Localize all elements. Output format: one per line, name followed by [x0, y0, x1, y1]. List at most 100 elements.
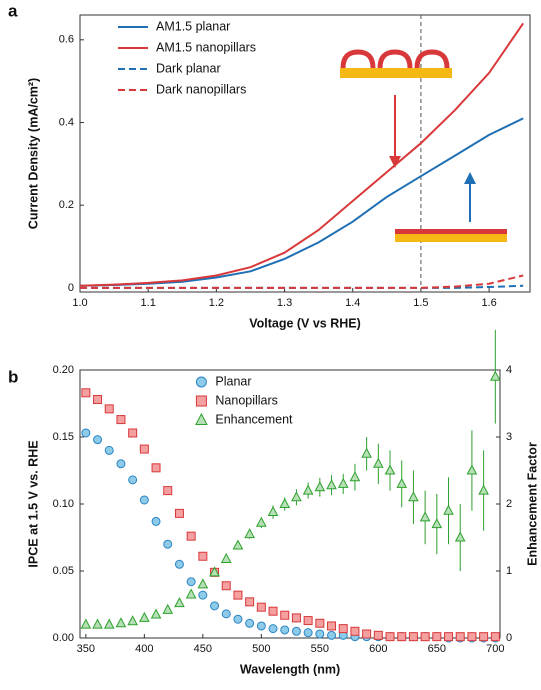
point	[209, 566, 220, 577]
x-tick-label: 500	[252, 643, 270, 655]
x-tick-label: 1.4	[345, 297, 360, 309]
substrate-planar	[395, 234, 507, 242]
point	[489, 370, 501, 381]
point	[454, 531, 466, 542]
x-tick-label: 450	[194, 643, 212, 655]
point	[116, 415, 126, 425]
point	[93, 435, 103, 445]
point	[233, 614, 243, 624]
point	[92, 618, 103, 629]
x-tick-label: 700	[486, 643, 504, 655]
point	[256, 602, 266, 612]
point	[128, 475, 138, 485]
point	[163, 539, 173, 549]
point	[362, 629, 372, 639]
legend-label: Enhancement	[215, 412, 293, 426]
y2-tick-label: 2	[506, 498, 512, 510]
y2-axis-title: Enhancement Factor	[525, 442, 539, 566]
point	[198, 590, 208, 600]
point	[221, 609, 231, 619]
y-tick-label: 0.00	[53, 632, 74, 644]
point	[185, 588, 197, 599]
point	[186, 531, 196, 541]
point	[337, 477, 349, 488]
point	[466, 464, 478, 475]
legend-swatch	[195, 412, 208, 425]
point	[127, 615, 138, 626]
point	[384, 464, 396, 475]
x-tick-label: 1.2	[209, 297, 224, 309]
point	[115, 617, 127, 628]
point	[220, 552, 232, 563]
point	[291, 613, 301, 623]
point	[186, 577, 196, 587]
point	[210, 601, 220, 611]
arrow-head	[464, 172, 476, 184]
point	[303, 628, 313, 638]
point	[443, 504, 454, 515]
point	[314, 481, 326, 492]
y-tick-label: 0.4	[59, 116, 74, 128]
point	[280, 610, 290, 620]
legend-label: Planar	[215, 374, 251, 388]
y-axis-title: IPCE at 1.5 V vs. RHE	[26, 440, 40, 567]
y2-tick-label: 0	[506, 632, 512, 644]
point	[326, 479, 337, 490]
legend-label: Nanopillars	[215, 393, 278, 407]
point	[139, 495, 149, 505]
point	[327, 630, 337, 640]
point	[373, 630, 383, 640]
point	[280, 625, 290, 635]
point	[291, 491, 302, 502]
point	[431, 518, 443, 529]
planar-coating	[395, 229, 507, 234]
x-tick-label: 650	[428, 643, 446, 655]
point	[444, 632, 454, 642]
point	[233, 590, 243, 600]
x-tick-label: 600	[369, 643, 387, 655]
point	[490, 632, 500, 642]
legend-swatch	[195, 395, 207, 407]
point	[315, 629, 325, 639]
y2-tick-label: 1	[506, 565, 512, 577]
point	[139, 611, 150, 622]
point	[327, 621, 337, 631]
y-tick-label: 0.20	[53, 364, 74, 376]
point	[150, 608, 162, 619]
legend-label: AM1.5 nanopillars	[156, 40, 256, 54]
point	[163, 486, 173, 496]
y-tick-label: 0.2	[59, 199, 74, 211]
y2-tick-label: 3	[506, 431, 512, 443]
arrow-head	[389, 156, 401, 168]
point	[303, 616, 313, 626]
substrate-nanopillar	[340, 68, 452, 78]
x-tick-label: 350	[77, 643, 95, 655]
point	[197, 578, 209, 589]
point	[256, 621, 266, 631]
panel-label: b	[8, 367, 18, 386]
point	[455, 632, 465, 642]
point	[151, 463, 161, 473]
point	[104, 404, 114, 414]
panel-label: a	[8, 1, 18, 20]
point	[162, 603, 174, 614]
point	[268, 606, 278, 616]
point	[139, 444, 149, 454]
x-tick-label: 1.6	[481, 297, 496, 309]
legend-label: AM1.5 planar	[156, 19, 230, 33]
y-tick-label: 0	[68, 282, 74, 294]
line	[79, 22, 525, 287]
point	[198, 551, 208, 561]
point	[315, 618, 325, 628]
y-tick-label: 0.10	[53, 498, 74, 510]
point	[432, 632, 442, 642]
line	[79, 117, 524, 287]
point	[397, 632, 407, 642]
y-tick-label: 0.15	[53, 431, 74, 443]
point	[396, 477, 408, 488]
point	[116, 459, 126, 469]
point	[174, 559, 184, 569]
point	[291, 626, 301, 636]
point	[221, 581, 231, 591]
